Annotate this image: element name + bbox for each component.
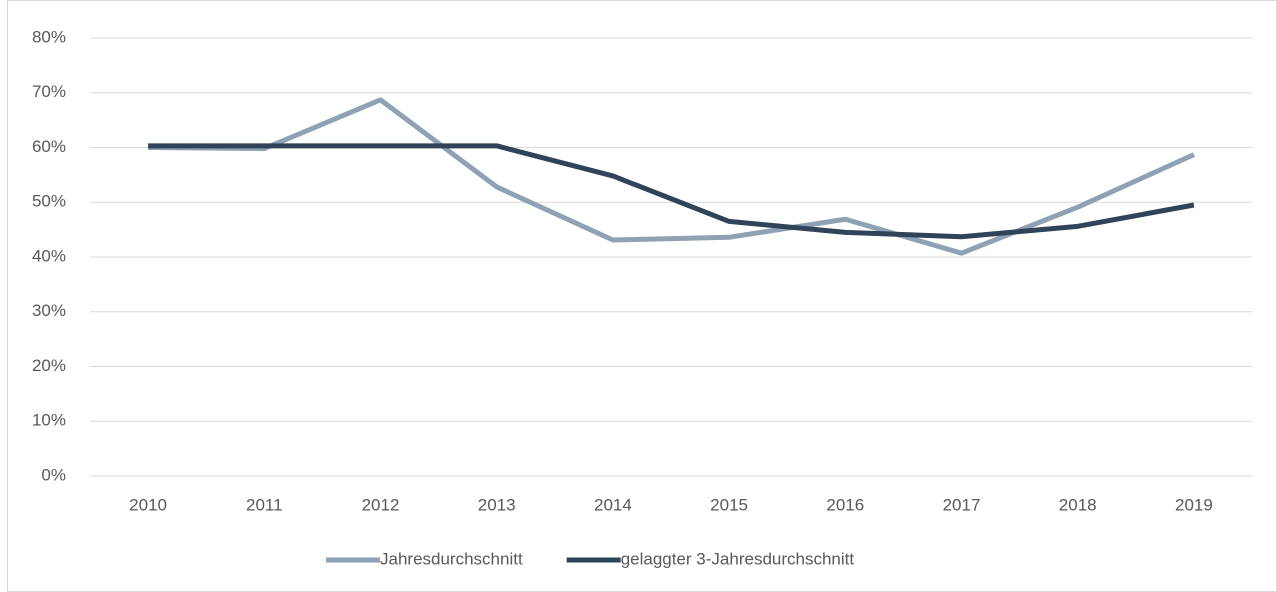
chart-border [7,0,1277,592]
y-tick-label: 40% [32,246,66,265]
x-tick-label: 2011 [246,495,283,514]
legend-label: Jahresdurchschnitt [380,549,523,568]
y-tick-label: 70% [32,82,66,101]
x-tick-label: 2016 [826,495,864,514]
y-tick-label: 80% [32,27,66,46]
x-tick-label: 2018 [1059,495,1097,514]
legend-label: gelaggter 3-Jahresdurchschnitt [621,549,855,568]
y-tick-label: 20% [32,356,66,375]
x-tick-label: 2010 [129,495,167,514]
x-tick-label: 2019 [1175,495,1213,514]
y-tick-label: 30% [32,301,66,320]
x-tick-label: 2014 [594,495,632,514]
x-tick-label: 2015 [710,495,748,514]
y-tick-label: 0% [41,465,66,484]
x-tick-label: 2013 [478,495,516,514]
x-tick-label: 2017 [943,495,981,514]
y-tick-label: 10% [32,411,66,430]
y-tick-label: 50% [32,192,66,211]
x-tick-label: 2012 [362,495,400,514]
series-line [148,143,1195,240]
y-tick-label: 60% [32,137,66,156]
